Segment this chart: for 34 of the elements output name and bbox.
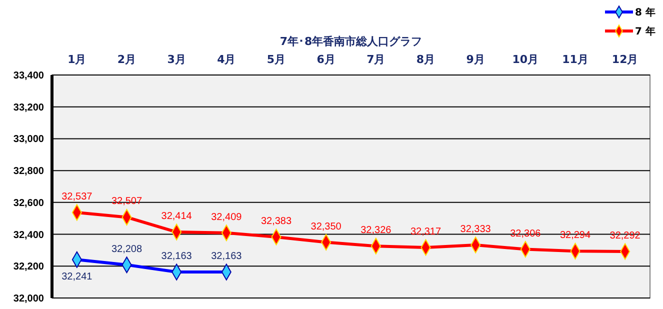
y-tick-label: 32,000 <box>13 294 44 304</box>
data-label: 32,241 <box>62 272 93 283</box>
y-tick-label: 33,000 <box>13 134 44 146</box>
data-label: 32,383 <box>260 216 292 227</box>
x-tick-label: 10月 <box>512 53 539 66</box>
x-tick-label: 5月 <box>266 53 286 66</box>
data-label: 32,333 <box>460 224 492 235</box>
data-label: 32,326 <box>360 225 392 236</box>
x-tick-label: 11月 <box>562 53 588 66</box>
x-tick-label: 6月 <box>316 53 336 66</box>
y-tick-label: 33,400 <box>13 70 44 82</box>
data-label: 32,409 <box>211 212 242 223</box>
y-tick-label: 33,200 <box>13 102 44 114</box>
x-tick-label: 9月 <box>466 53 485 66</box>
legend-label: 7 年 <box>635 26 656 38</box>
data-label: 32,350 <box>310 221 342 232</box>
data-label: 32,163 <box>211 251 242 262</box>
y-tick-label: 32,800 <box>13 166 44 178</box>
x-tick-label: 12月 <box>612 53 638 66</box>
x-tick-label: 2月 <box>117 53 136 66</box>
y-tick-label: 32,200 <box>13 262 44 273</box>
x-tick-label: 8月 <box>416 53 436 66</box>
x-tick-label: 3月 <box>167 53 186 66</box>
y-tick-label: 32,600 <box>13 198 44 209</box>
y-tick-label: 32,400 <box>13 230 44 241</box>
data-label: 32,208 <box>111 244 142 255</box>
data-label: 32,414 <box>161 211 192 222</box>
legend-label: 8 年 <box>635 6 656 18</box>
data-label: 32,163 <box>161 251 192 262</box>
data-label: 32,537 <box>62 191 93 202</box>
x-tick-label: 1月 <box>68 53 86 66</box>
x-tick-label: 4月 <box>217 53 236 66</box>
chart-title: 7年･8年香南市総人口グラフ <box>280 35 422 48</box>
x-tick-label: 7月 <box>366 53 386 66</box>
